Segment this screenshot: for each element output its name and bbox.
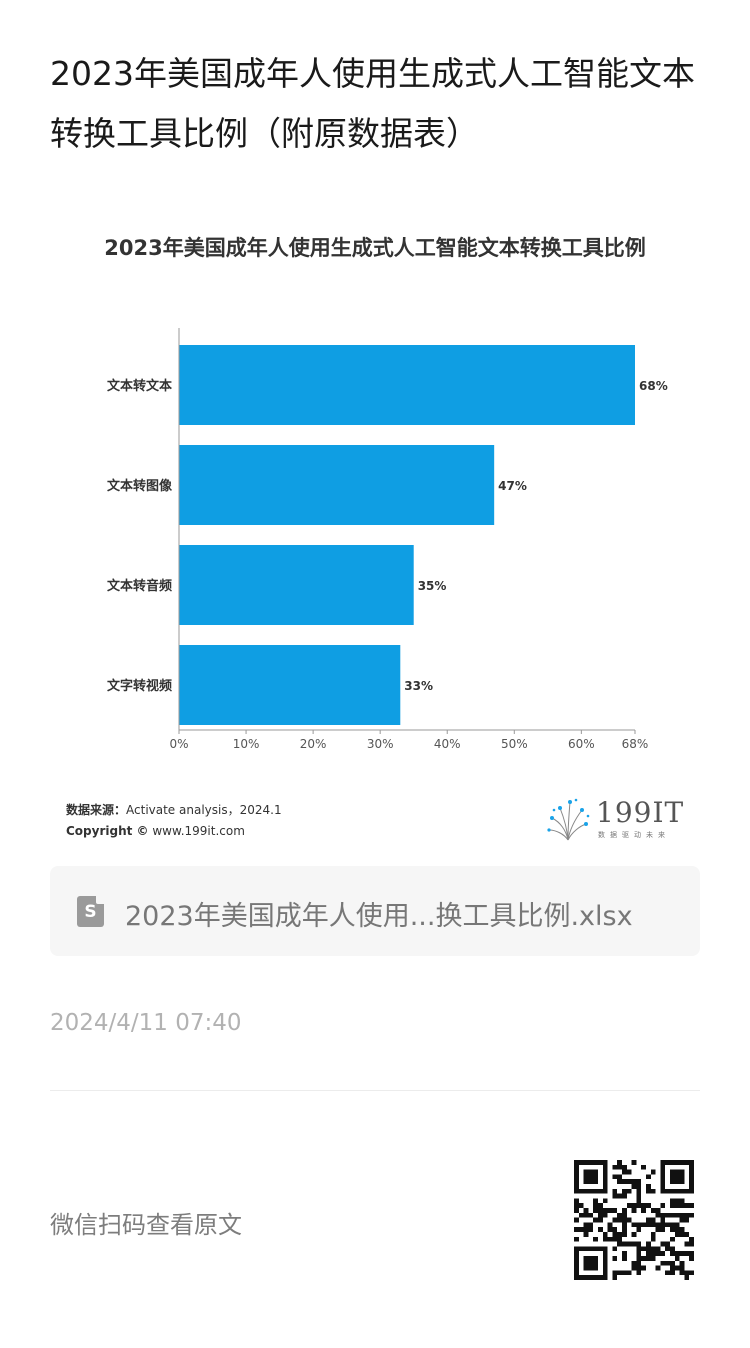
source-label: 数据来源： (66, 803, 127, 817)
x-tick-label: 60% (568, 737, 595, 751)
x-tick-label: 10% (233, 737, 260, 751)
data-source: 数据来源：Activate analysis，2024.1 Copyright … (66, 800, 282, 842)
attachment-filename[interactable]: 2023年美国成年人使用...换工具比例.xlsx (125, 901, 633, 932)
spreadsheet-file-icon: S (77, 896, 104, 927)
brand-slogan: 数据驱动未来 (598, 831, 670, 839)
category-label: 文本转文本 (107, 378, 172, 394)
qr-code-icon[interactable] (574, 1160, 694, 1280)
category-label: 文本转音频 (107, 578, 172, 594)
data-label: 47% (498, 479, 527, 493)
x-tick-label: 68% (622, 737, 649, 751)
brand-logo: 199IT 数据驱动未来 (546, 796, 686, 842)
source-text: Activate analysis，2024.1 (126, 803, 282, 817)
bar (179, 345, 635, 425)
bar (179, 545, 414, 625)
bar (179, 645, 401, 725)
bar-chart: 文本转文本 68% 文本转图像 47% 文本转音频 35% 文字转视频 33% 0% 10% 20%… (107, 328, 668, 751)
chart-figure: 2023年美国成年人使用生成式人工智能文本转换工具比例 文本转文本 68% 文本转图… (50, 200, 700, 860)
x-tick-label: 0% (169, 737, 188, 751)
x-tick-label: 40% (434, 737, 461, 751)
article-title: 2023年美国成年人使用生成式人工智能文本转换工具比例（附原数据表） (50, 54, 695, 153)
divider (50, 1090, 700, 1091)
dandelion-logo-icon (547, 798, 590, 841)
brand-name: 199IT (596, 796, 685, 829)
copyright-label: Copyright © (66, 824, 149, 838)
bar (179, 445, 495, 525)
x-tick-label: 20% (300, 737, 327, 751)
category-label: 文本转图像 (107, 478, 173, 494)
x-tick-label: 50% (501, 737, 528, 751)
x-tick-label: 30% (367, 737, 394, 751)
copyright-text: www.199it.com (148, 824, 245, 838)
chart-title: 2023年美国成年人使用生成式人工智能文本转换工具比例 (104, 236, 646, 260)
publish-timestamp: 2024/4/11 07:40 (50, 1010, 242, 1036)
category-label: 文字转视频 (107, 678, 172, 694)
attachment-file-card[interactable]: S 2023年美国成年人使用...换工具比例.xlsx (50, 866, 700, 956)
data-label: 33% (404, 679, 433, 693)
data-label: 35% (418, 579, 447, 593)
scan-instruction: 微信扫码查看原文 (50, 1211, 242, 1239)
data-label: 68% (639, 379, 668, 393)
